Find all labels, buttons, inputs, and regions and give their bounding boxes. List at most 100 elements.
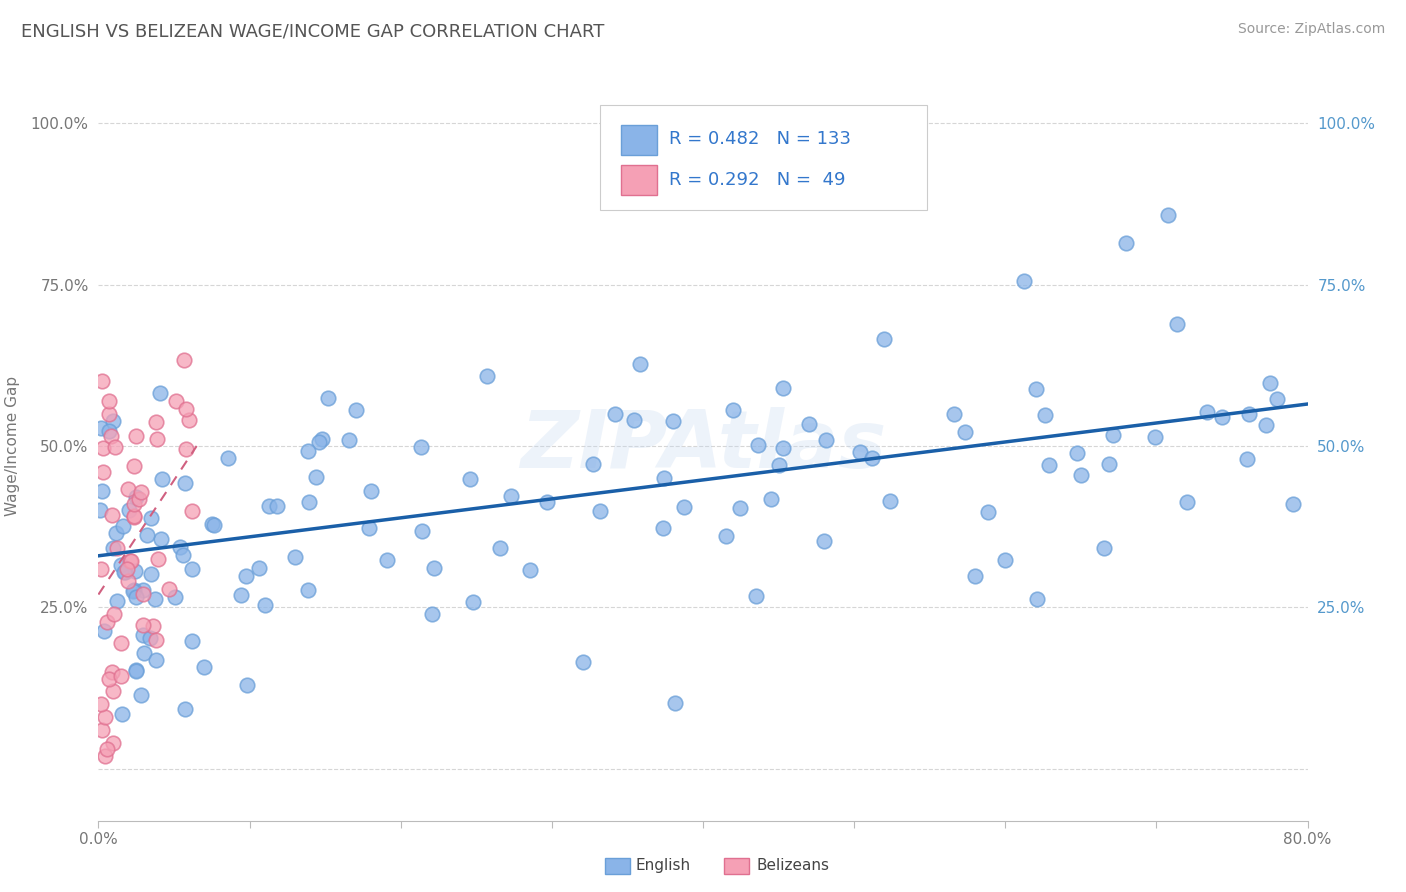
Point xyxy=(91,466,114,480)
Point xyxy=(1012,274,1035,288)
Point xyxy=(172,548,194,562)
Point xyxy=(623,412,645,426)
Point xyxy=(745,589,768,603)
Point xyxy=(860,451,883,466)
Point xyxy=(1239,407,1261,421)
Point xyxy=(1195,404,1218,418)
Point xyxy=(94,749,117,764)
Point xyxy=(124,663,146,677)
Point xyxy=(723,402,745,417)
Point xyxy=(149,385,172,400)
Point xyxy=(121,583,143,598)
Point xyxy=(298,494,321,508)
Point xyxy=(131,628,153,642)
Point xyxy=(98,393,121,408)
Point xyxy=(772,382,794,396)
Point xyxy=(305,470,328,484)
Point xyxy=(461,595,484,609)
Point xyxy=(477,368,499,383)
Point xyxy=(1026,592,1049,607)
Text: English: English xyxy=(636,858,690,872)
Point xyxy=(125,590,148,604)
Point xyxy=(169,540,191,554)
Point xyxy=(91,375,114,389)
Point xyxy=(176,442,198,456)
Point xyxy=(101,541,124,556)
Point xyxy=(129,689,152,703)
Point xyxy=(90,562,112,576)
Point xyxy=(815,433,838,447)
Point xyxy=(201,517,224,532)
Point xyxy=(146,432,169,446)
Point xyxy=(125,490,148,504)
Point xyxy=(122,496,145,510)
Point xyxy=(1070,467,1092,482)
Point xyxy=(716,529,738,543)
Point xyxy=(1024,382,1046,396)
Point xyxy=(110,636,132,650)
Point xyxy=(117,561,139,575)
Point xyxy=(165,394,187,409)
Point xyxy=(651,521,673,535)
Point xyxy=(661,413,683,427)
Point xyxy=(97,672,120,686)
Point xyxy=(1236,452,1258,467)
Point xyxy=(953,425,976,440)
Point xyxy=(747,438,769,452)
Point xyxy=(202,517,225,532)
Point xyxy=(101,665,124,679)
Point xyxy=(139,510,162,524)
Point xyxy=(652,470,675,484)
Point xyxy=(1211,409,1233,424)
Point xyxy=(235,569,257,583)
Point xyxy=(229,588,252,602)
Bar xyxy=(621,125,657,155)
Point xyxy=(173,352,195,367)
Point xyxy=(181,633,204,648)
Point xyxy=(673,500,696,515)
Point xyxy=(536,495,558,509)
Point xyxy=(236,678,259,692)
Point xyxy=(149,532,172,546)
Point xyxy=(90,723,112,738)
Point xyxy=(122,509,145,524)
Point xyxy=(145,653,167,667)
Point xyxy=(519,563,541,577)
Point xyxy=(308,434,330,449)
Point xyxy=(124,564,146,578)
Point xyxy=(101,736,124,750)
Point xyxy=(110,706,132,721)
Text: Source: ZipAtlas.com: Source: ZipAtlas.com xyxy=(1237,22,1385,37)
Point xyxy=(266,499,288,513)
Point xyxy=(628,357,651,371)
Point xyxy=(150,472,173,486)
Point xyxy=(360,484,382,499)
Point xyxy=(768,458,790,472)
Point xyxy=(728,501,751,516)
Point xyxy=(125,664,148,678)
Point xyxy=(1258,376,1281,391)
Point xyxy=(420,607,443,622)
Point xyxy=(582,457,605,471)
Point xyxy=(125,428,148,442)
Point xyxy=(1092,541,1115,556)
Point xyxy=(117,574,139,588)
Point xyxy=(411,524,433,538)
Point xyxy=(337,433,360,447)
Point xyxy=(112,565,135,579)
Point xyxy=(120,554,142,568)
Point xyxy=(977,504,1000,518)
Point xyxy=(1038,458,1060,473)
Point xyxy=(118,554,141,568)
Point xyxy=(174,702,197,716)
Point xyxy=(664,697,686,711)
Point xyxy=(879,494,901,508)
Point xyxy=(105,526,128,541)
Point xyxy=(375,553,398,567)
Point xyxy=(177,413,200,427)
Point xyxy=(96,742,118,756)
Point xyxy=(132,582,155,597)
Point xyxy=(1254,418,1277,433)
Text: R = 0.482   N = 133: R = 0.482 N = 133 xyxy=(669,130,851,148)
Point xyxy=(100,428,122,442)
